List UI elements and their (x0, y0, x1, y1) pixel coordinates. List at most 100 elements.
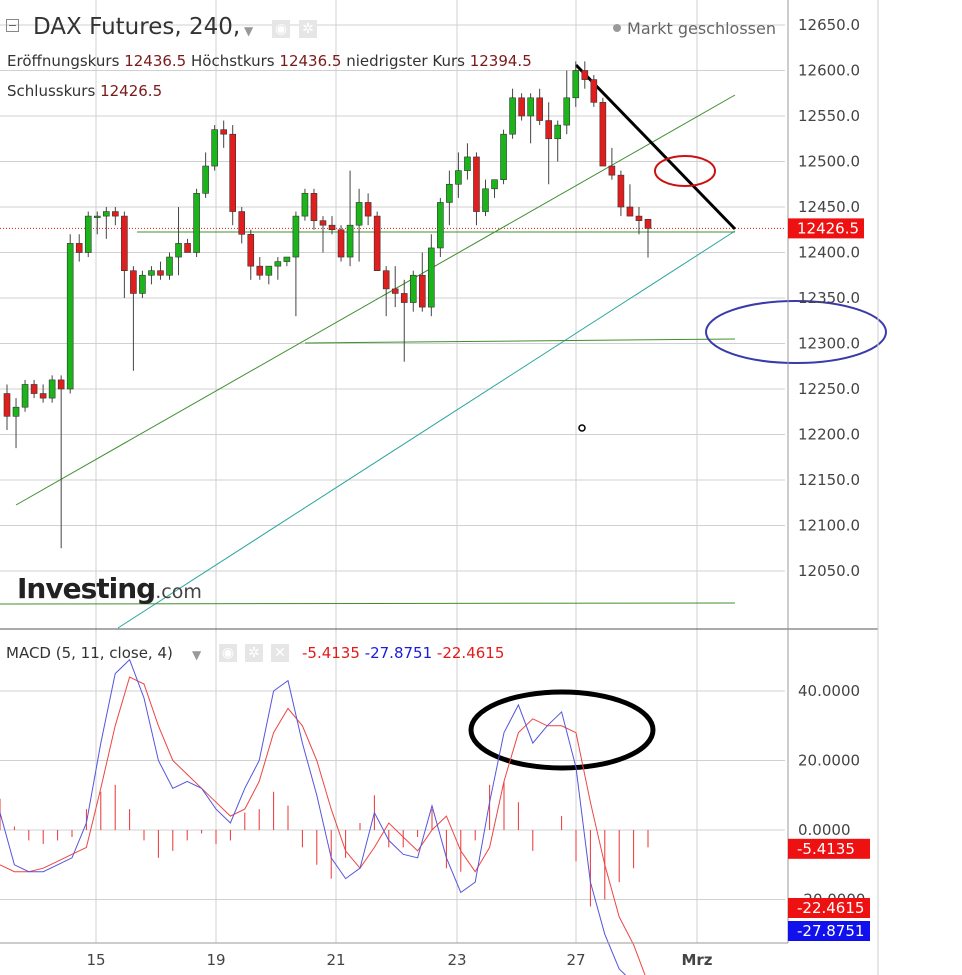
candle-body (337, 229, 345, 258)
candle-body (292, 215, 300, 258)
candle-body (418, 274, 426, 308)
candle-body (30, 384, 38, 394)
macd-value-tag-text: -22.4615 (797, 899, 864, 917)
macd-tick-label: 40.0000 (798, 682, 860, 700)
macd-series (0, 658, 649, 975)
open-value: 12436.5 (124, 52, 187, 70)
candle-body (563, 97, 571, 126)
candle-body (103, 211, 110, 217)
horizontal-line (0, 602, 736, 605)
price-tick-label: 12250.0 (798, 380, 860, 398)
low-value: 12394.5 (469, 52, 532, 70)
price-tick-label: 12450.0 (798, 198, 860, 216)
dropdown-icon[interactable]: ▼ (244, 24, 254, 38)
candle-body (310, 193, 318, 221)
candle-body (491, 179, 498, 190)
macd-dropdown-icon[interactable]: ▼ (192, 648, 202, 662)
candle-body (229, 133, 237, 212)
trend-line-bold (574, 63, 737, 231)
candle-body (283, 256, 291, 262)
macd-value-tag (788, 921, 870, 941)
macd-values: -5.4135 -27.8751 -22.4615 (302, 644, 504, 662)
candle-body (84, 215, 92, 253)
price-tick-label: 12350.0 (798, 289, 860, 307)
candle-body (130, 270, 137, 294)
settings-icon[interactable]: ✲ (299, 20, 317, 38)
last-price-tag (788, 218, 864, 239)
candle-body (39, 393, 47, 399)
candle-body (364, 202, 372, 217)
black-ellipse (468, 689, 656, 771)
status-dot-icon (613, 24, 622, 32)
point-marker (578, 424, 586, 432)
trend-line (15, 94, 736, 506)
macd-close-icon[interactable]: ✕ (271, 644, 289, 662)
drawing-annotations (0, 63, 887, 771)
ohlc-row-1: Eröffnungskurs 12436.5 Höchstkurs 12436.… (7, 52, 532, 70)
time-tick-label: 27 (566, 951, 585, 969)
candle-body (184, 243, 191, 253)
horizontal-line (304, 338, 736, 344)
red-ellipse (654, 155, 716, 187)
collapse-icon[interactable] (6, 19, 19, 32)
candle-body (509, 97, 516, 135)
candle-body (373, 215, 381, 272)
candle-body (220, 129, 227, 135)
candle-body (464, 156, 471, 171)
price-tick-label: 12100.0 (798, 517, 860, 535)
last-price-tag-text: 12426.5 (797, 219, 859, 237)
logo-suffix: .com (155, 581, 202, 603)
macd-settings-icon[interactable]: ✲ (245, 644, 263, 662)
macd-line (0, 658, 627, 975)
candle-body (590, 79, 598, 103)
market-status-text: Markt geschlossen (627, 19, 776, 38)
candle-body (581, 70, 589, 80)
macd-value-tag (788, 838, 870, 859)
candle-body (202, 165, 209, 194)
macd-value-3: -22.4615 (436, 644, 505, 662)
candle-body (500, 133, 507, 180)
time-tick-label: 19 (206, 951, 225, 969)
candle-body (3, 393, 11, 417)
investing-logo: Investing.com (17, 572, 202, 605)
macd-value-2: -27.8751 (364, 644, 433, 662)
candle-body (211, 129, 218, 167)
candle-body (93, 215, 101, 218)
candle-series (3, 61, 652, 549)
close-value: 12426.5 (100, 82, 163, 100)
price-tick-label: 12400.0 (798, 244, 860, 262)
signal-line (0, 676, 646, 975)
logo-text: Investing (17, 572, 156, 605)
ohlc-row-2: Schlusskurs 12426.5 (7, 82, 162, 100)
time-tick-label: 23 (447, 951, 466, 969)
grid-lines (0, 0, 785, 943)
candle-body (238, 211, 246, 235)
macd-value-tag (788, 898, 870, 918)
candle-body (12, 406, 20, 417)
macd-eye-icon[interactable]: ◉ (219, 644, 237, 662)
time-tick-label: 15 (86, 951, 105, 969)
candle-body (473, 156, 480, 212)
candle-body (148, 270, 155, 276)
price-axis: 12050.0 12100.0 12150.0 12200.0 12250.0 12300… (0, 0, 879, 975)
price-tick-label: 12150.0 (798, 471, 860, 489)
price-tick-label: 12550.0 (798, 107, 860, 125)
eye-icon[interactable]: ◉ (272, 20, 290, 38)
high-label: Höchstkurs (191, 52, 275, 70)
candle-body (391, 288, 399, 294)
candle-body (626, 206, 634, 217)
macd-value-1: -5.4135 (302, 644, 360, 662)
macd-header: MACD (5, 11, close, 4) (6, 644, 173, 662)
candle-body (193, 193, 200, 253)
candle-body (437, 202, 444, 249)
candle-body (400, 293, 408, 303)
blue-ellipse (705, 300, 887, 364)
candle-body (644, 218, 652, 229)
candle-body (175, 243, 182, 258)
candle-body (554, 124, 562, 140)
macd-tick-label: 0.0000 (798, 821, 851, 839)
candle-body (21, 384, 29, 408)
candle-body (328, 224, 336, 231)
high-value: 12436.5 (279, 52, 342, 70)
